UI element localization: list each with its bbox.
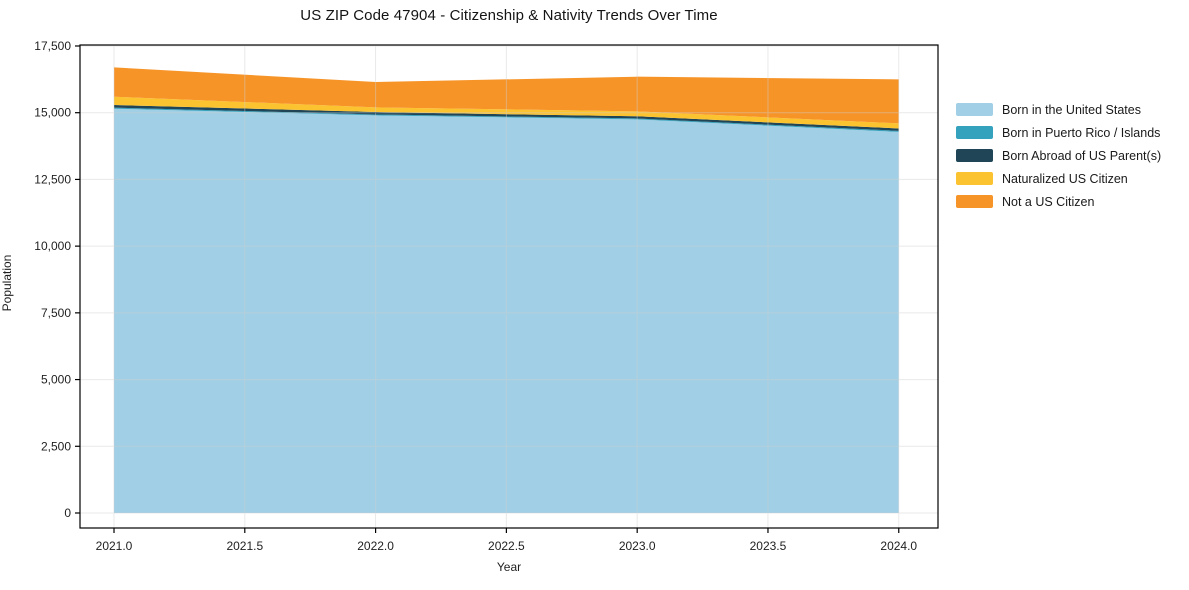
legend-label: Born in the United States	[1002, 102, 1141, 117]
legend-swatch-naturalized	[956, 172, 993, 185]
y-tick-label: 17,500	[34, 39, 71, 53]
y-axis-label: Population	[0, 254, 14, 312]
legend-label: Not a US Citizen	[1002, 194, 1095, 209]
y-tick-label: 0	[64, 506, 71, 520]
x-tick-label: 2021.5	[226, 539, 263, 553]
legend-label: Naturalized US Citizen	[1002, 171, 1128, 186]
x-tick-label: 2022.0	[357, 539, 394, 553]
y-tick-label: 10,000	[34, 239, 71, 253]
legend-item-not-citizen: Not a US Citizen	[956, 194, 1161, 209]
x-tick-label: 2022.5	[488, 539, 525, 553]
area-born-in-the-united-states	[114, 108, 899, 514]
area-not-a-us-citizen	[114, 67, 899, 124]
legend-label: Born Abroad of US Parent(s)	[1002, 148, 1162, 163]
legend-swatch-puerto-rico-islands	[956, 126, 993, 139]
legend-item-born-in-us: Born in the United States	[956, 102, 1161, 117]
legend-item-puerto-rico-islands: Born in Puerto Rico / Islands	[956, 125, 1161, 140]
y-tick-label: 2,500	[41, 439, 71, 453]
legend-swatch-born-in-us	[956, 103, 993, 116]
legend-label: Born in Puerto Rico / Islands	[1002, 125, 1161, 140]
area-born-in-puerto-rico-islands	[114, 107, 899, 132]
x-tick-label: 2024.0	[880, 539, 917, 553]
legend-swatch-born-abroad	[956, 149, 993, 162]
legend: Born in the United States Born in Puerto…	[956, 102, 1162, 209]
y-tick-label: 7,500	[41, 306, 71, 320]
x-tick-label: 2023.0	[619, 539, 656, 553]
axis-ticks	[75, 45, 900, 533]
area-series-group	[114, 67, 899, 514]
x-tick-label: 2021.0	[96, 539, 133, 553]
area-born-abroad-of-us-parent-s	[114, 104, 899, 131]
y-tick-label: 15,000	[34, 106, 71, 120]
x-tick-label: 2023.5	[750, 539, 787, 553]
plot-border	[79, 44, 939, 529]
x-axis-label: Year	[496, 560, 522, 574]
legend-swatch-not-citizen	[956, 195, 993, 208]
legend-item-born-abroad: Born Abroad of US Parent(s)	[956, 148, 1162, 163]
gridlines	[80, 45, 938, 528]
y-tick-label: 5,000	[41, 373, 71, 387]
chart-title: US ZIP Code 47904 - Citizenship & Nativi…	[300, 7, 718, 24]
y-tick-labels: 0 2,500 5,000 7,500 10,000 12,500 15,000 17,500	[34, 39, 71, 520]
legend-item-naturalized: Naturalized US Citizen	[956, 171, 1161, 186]
y-tick-label: 12,500	[34, 172, 71, 186]
area-naturalized-us-citizen	[114, 96, 899, 129]
x-tick-labels: 2021.0 2021.5 2022.0 2022.5 2023.0 2023.5 2024…	[96, 539, 918, 553]
